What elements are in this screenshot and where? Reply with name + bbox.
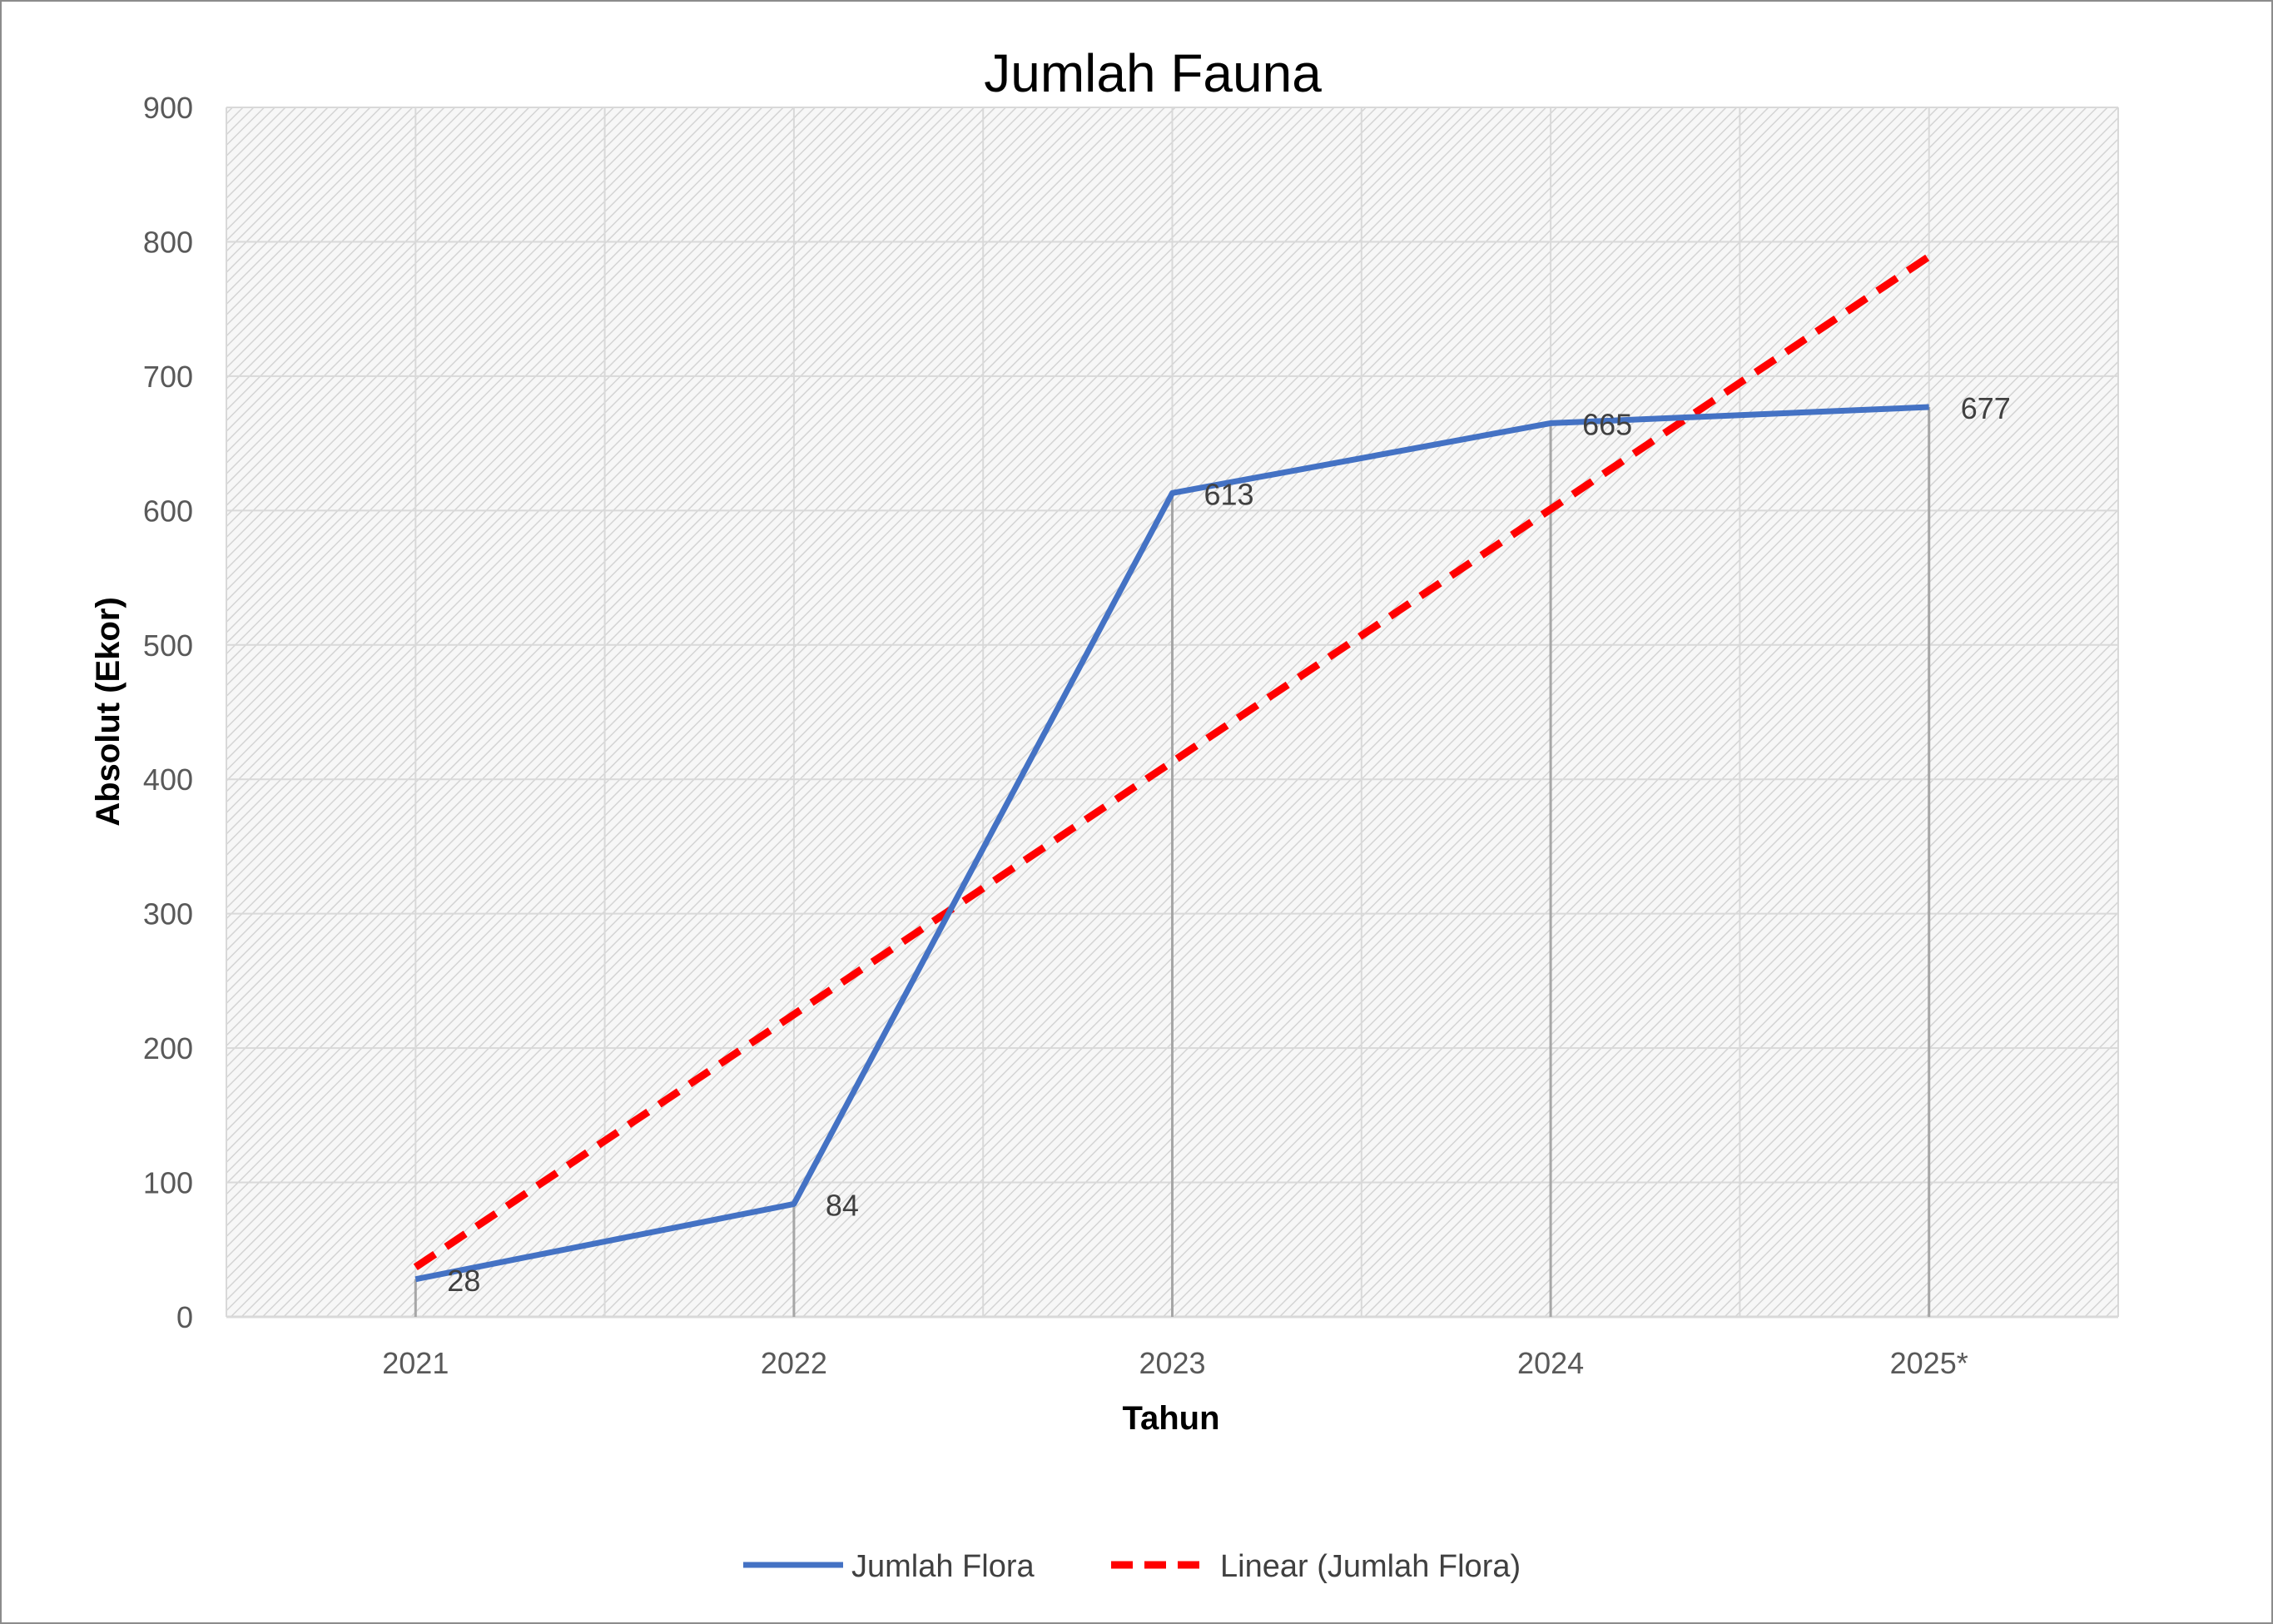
y-tick-label: 600 [143, 494, 193, 528]
y-tick-label: 500 [143, 628, 193, 663]
series-line-jumlah-flora [414, 404, 1929, 1283]
y-axis-title: Absolut (Ekor) [90, 597, 127, 827]
x-axis-title: Tahun [1122, 1400, 1219, 1437]
y-tick-label: 200 [143, 1031, 193, 1065]
y-tick-label: 900 [143, 91, 193, 125]
legend: Jumlah Flora Linear (Jumlah Flora) [743, 1549, 1521, 1584]
x-tick-label: 2025* [1890, 1346, 1968, 1380]
y-tick-label: 700 [143, 360, 193, 394]
data-labels: 28 84 613 665 677 [447, 391, 2010, 1298]
data-label: 665 [1582, 407, 1632, 441]
x-axis-ticks: 2021 2022 2023 2024 2025* [382, 1346, 1968, 1380]
chart-title: Jumlah Fauna [984, 43, 1322, 103]
legend-label-linear-trend: Linear (Jumlah Flora) [1220, 1549, 1521, 1584]
drop-lines [414, 407, 1931, 1317]
x-tick-label: 2023 [1139, 1346, 1205, 1380]
trendline-linear [413, 253, 1932, 1271]
y-tick-label: 400 [143, 762, 193, 797]
series [413, 253, 1932, 1283]
y-tick-label: 0 [176, 1300, 193, 1334]
data-label: 28 [447, 1264, 480, 1298]
y-tick-label: 300 [143, 897, 193, 931]
data-label: 677 [1961, 391, 2011, 425]
legend-label-jumlah-flora: Jumlah Flora [851, 1549, 1035, 1584]
y-axis-ticks: 0 100 200 300 400 500 600 700 800 900 [143, 91, 193, 1334]
x-tick-label: 2021 [382, 1346, 449, 1380]
y-tick-label: 100 [143, 1166, 193, 1200]
y-tick-label: 800 [143, 225, 193, 259]
data-label: 84 [826, 1188, 859, 1222]
x-tick-label: 2024 [1517, 1346, 1584, 1380]
data-label: 613 [1204, 477, 1254, 511]
x-tick-label: 2022 [761, 1346, 827, 1380]
